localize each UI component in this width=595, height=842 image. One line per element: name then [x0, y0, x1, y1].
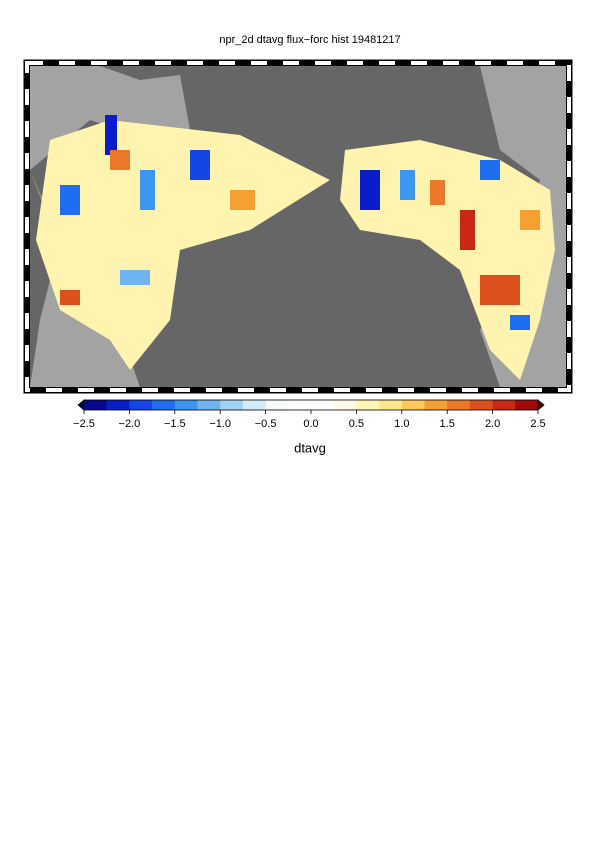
colorbar-segment — [265, 400, 289, 410]
colorbar-segment — [311, 400, 335, 410]
frame-outline — [23, 59, 573, 394]
colorbar-tick-label: 0.0 — [303, 418, 318, 430]
colorbar-tick-label: 1.0 — [394, 418, 409, 430]
colorbar-segment — [333, 400, 357, 410]
data-field — [36, 120, 330, 370]
colorbar-segment — [106, 400, 130, 410]
colorbar-segment — [197, 400, 221, 410]
title: npr_2d dtavg flux−forc hist 19481217 — [219, 34, 400, 46]
frame-dashes — [25, 61, 571, 392]
colorbar-segment — [84, 400, 108, 410]
colorbar-segment — [129, 400, 153, 410]
colorbar-tick-label: −2.0 — [119, 418, 141, 430]
colorbar-tick-label: 2.5 — [530, 418, 545, 430]
colorbar-segment — [152, 400, 176, 410]
data-field — [340, 140, 555, 380]
colorbar-segment — [379, 400, 403, 410]
colorbar-tick-label: 1.5 — [440, 418, 455, 430]
colorbar-segment — [288, 400, 312, 410]
colorbar-segment — [492, 400, 516, 410]
colorbar-segment — [469, 400, 494, 410]
colorbar-segment — [242, 400, 267, 410]
colorbar-segment — [174, 400, 198, 410]
colorbar-low-arrow — [77, 399, 85, 411]
colorbar-segment — [356, 400, 380, 410]
map — [23, 59, 573, 394]
colorbar-tick-label: 0.5 — [349, 418, 364, 430]
colorbar-segment — [447, 400, 471, 410]
colorbar-label: dtavg — [294, 440, 326, 455]
colorbar-high-arrow — [537, 399, 545, 411]
colorbar-segment — [424, 400, 448, 410]
colorbar-segment — [401, 400, 425, 410]
colorbar-tick-label: 2.0 — [485, 418, 500, 430]
colorbar-segment — [220, 400, 244, 410]
colorbar-tick-label: −0.5 — [255, 418, 277, 430]
colorbar-tick-label: −1.5 — [164, 418, 186, 430]
colorbar: −2.5 −2.0 −1.5 −1.0 −0.5 0.0 0.5 1.0 1.5 2.0 2.5 — [73, 399, 546, 430]
data-field-patches — [60, 115, 540, 330]
colorbar-tick-label: −1.0 — [209, 418, 231, 430]
colorbar-tick-label: −2.5 — [73, 418, 95, 430]
colorbar-segment — [515, 400, 539, 410]
